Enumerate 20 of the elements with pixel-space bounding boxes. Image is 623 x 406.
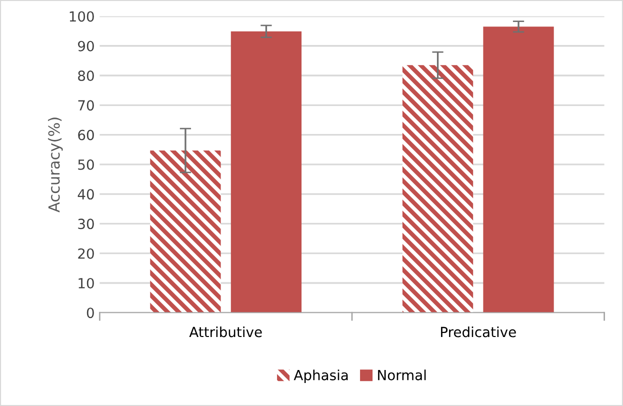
legend-label: Aphasia [294, 370, 348, 384]
y-tick-label: 70 [78, 100, 94, 111]
y-tick-label: 50 [78, 159, 94, 170]
bar [150, 150, 221, 313]
x-tick-label: Attributive [189, 326, 262, 338]
y-axis-title: Accuracy(%) [48, 118, 63, 212]
bar [402, 65, 474, 313]
y-tick-label: 100 [70, 11, 94, 22]
y-tick-label: 10 [78, 278, 94, 288]
y-tick-label: 0 [86, 308, 94, 318]
x-tick-label: Predicative [441, 326, 516, 338]
legend-label: Normal [378, 370, 426, 380]
y-tick-label: 90 [78, 40, 94, 52]
y-tick-label: 80 [78, 70, 94, 81]
y-tick-label: 20 [78, 248, 94, 259]
y-tick-label: 60 [78, 130, 94, 140]
bar [483, 26, 554, 313]
bar [230, 31, 302, 313]
y-tick-label: 40 [78, 189, 94, 200]
y-tick-label: 30 [78, 218, 94, 230]
